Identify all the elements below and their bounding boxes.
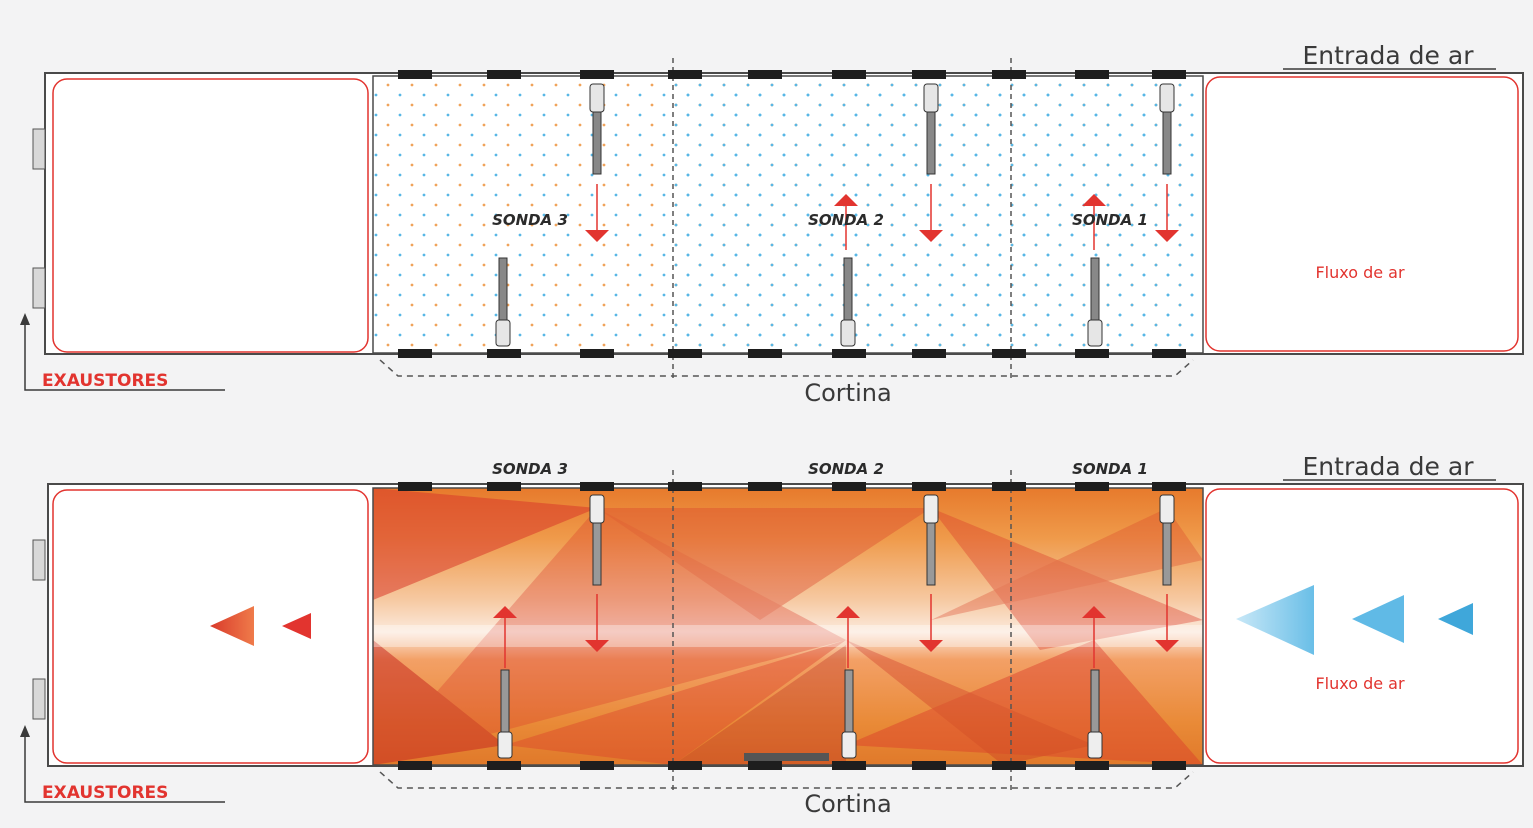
rail-blocks-bottom xyxy=(398,761,1186,770)
rail-blocks-top xyxy=(398,482,1186,491)
rail-blocks-top xyxy=(398,70,1186,79)
exhaust-fan xyxy=(32,128,46,170)
probe-label: SONDA 1 xyxy=(1072,460,1148,478)
inlet-chamber xyxy=(1205,76,1519,352)
probe-sonda-3 xyxy=(495,83,605,347)
heat-waves xyxy=(373,488,1203,765)
probe-sonda-3 xyxy=(497,494,605,759)
airflow-arrows-inlet xyxy=(1236,585,1473,655)
exhaust-label: EXAUSTORES xyxy=(42,371,168,391)
curtain-label: Cortina xyxy=(804,790,891,818)
air-inlet-label: Entrada de ar xyxy=(1303,41,1475,70)
curtain-line xyxy=(379,771,1194,789)
inlet-chamber xyxy=(1205,488,1519,764)
exhaust-fan xyxy=(32,267,46,309)
probe-sonda-1 xyxy=(1087,83,1175,347)
airflow-label: Fluxo de ar xyxy=(1315,263,1405,282)
probe-label: SONDA 2 xyxy=(808,211,884,229)
panel-bottom: SONDA 3 SONDA 2 SONDA 1 Fluxo de ar Cort… xyxy=(20,452,1524,818)
probe-label: SONDA 1 xyxy=(1072,211,1148,229)
exhaust-chamber xyxy=(52,489,369,764)
air-inlet-label: Entrada de ar xyxy=(1303,452,1475,481)
probe-sonda-1 xyxy=(1087,494,1175,759)
panel-top: SONDA 3 SONDA 2 SONDA 1 Fluxo de ar Cort… xyxy=(20,41,1524,407)
exhaust-leader-line xyxy=(24,735,225,803)
probe-label: SONDA 3 xyxy=(492,211,568,229)
exhaust-chamber xyxy=(52,78,369,353)
curtain-line xyxy=(379,359,1194,377)
exhaust-label: EXAUSTORES xyxy=(42,783,168,803)
curtain-label: Cortina xyxy=(804,379,891,407)
exhaust-fan xyxy=(32,539,46,581)
airflow-label: Fluxo de ar xyxy=(1315,674,1405,693)
probe-label: SONDA 3 xyxy=(492,460,568,478)
rail-blocks-bottom xyxy=(398,349,1186,358)
rail-segment xyxy=(744,753,829,761)
exhaust-fan xyxy=(32,678,46,720)
probe-sonda-2 xyxy=(841,494,939,759)
probe-sonda-2 xyxy=(840,83,939,347)
exhaust-leader-line xyxy=(24,323,225,391)
probe-arrows-bottom xyxy=(493,594,1179,668)
probe-label: SONDA 2 xyxy=(808,460,884,478)
probe-arrows-top xyxy=(585,184,1179,250)
airflow-arrows-exhaust xyxy=(210,606,311,646)
product-zone-blue xyxy=(673,76,1203,353)
